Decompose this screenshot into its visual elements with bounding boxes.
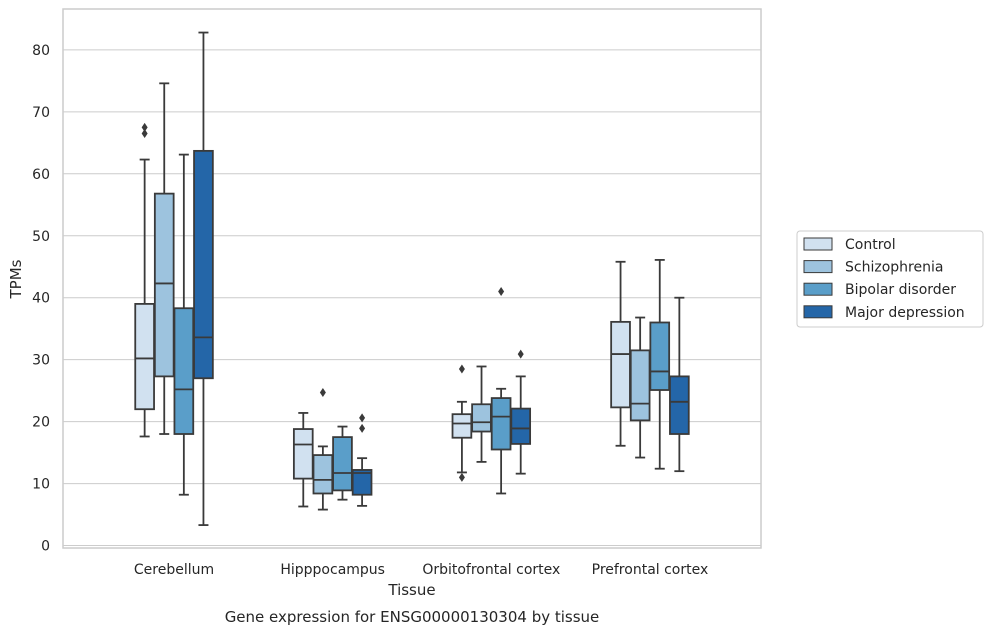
box-iqr	[649, 321, 671, 391]
box	[193, 31, 214, 526]
y-tick-label: 80	[32, 43, 50, 59]
box-iqr	[490, 397, 512, 451]
box-iqr	[173, 307, 195, 435]
box	[649, 259, 671, 470]
y-tick-label: 20	[32, 415, 50, 431]
box-iqr	[153, 192, 175, 378]
outlier-point	[517, 349, 524, 359]
outlier-point	[141, 122, 148, 132]
outlier-point	[498, 287, 505, 297]
chart-caption: Gene expression for ENSG00000130304 by t…	[225, 608, 600, 626]
box-iqr	[629, 349, 651, 422]
legend: Control Schizophrenia Bipolar disorder Majo…	[796, 230, 984, 328]
legend-swatch	[803, 305, 833, 319]
legend-swatch	[803, 282, 833, 296]
legend-label: Major depression	[845, 305, 965, 321]
x-tick-labels: Cerebellum Hipppocampus Orbitofrontal cort…	[134, 562, 708, 578]
x-tick-label: Orbitofrontal cortex	[422, 562, 560, 578]
outlier-point	[458, 364, 465, 374]
boxes	[134, 31, 690, 526]
outlier-point	[359, 423, 366, 433]
legend-label: Control	[845, 237, 896, 253]
outlier-point	[141, 129, 148, 139]
box	[351, 413, 373, 507]
box-iqr	[510, 407, 532, 445]
y-tick-label: 40	[32, 291, 50, 307]
box	[332, 425, 353, 501]
box-iqr	[471, 403, 492, 433]
plot-frame	[62, 8, 762, 549]
outlier-point	[458, 472, 465, 482]
y-tick-label: 30	[32, 353, 50, 369]
box	[153, 82, 175, 435]
y-tick-label: 70	[32, 105, 50, 121]
box-iqr	[669, 375, 690, 435]
legend-swatch	[803, 237, 833, 251]
y-tick-label: 60	[32, 167, 50, 183]
x-tick-label: Prefrontal cortex	[592, 562, 709, 578]
box-iqr	[351, 469, 373, 496]
box	[490, 287, 512, 495]
box-iqr	[610, 320, 631, 409]
box	[312, 387, 334, 511]
x-tick-label: Cerebellum	[134, 562, 214, 578]
box	[471, 365, 492, 463]
box-iqr	[312, 454, 334, 495]
box-iqr	[332, 436, 353, 492]
y-tick-label: 0	[41, 539, 50, 555]
box	[173, 153, 195, 496]
box-iqr	[193, 149, 214, 380]
legend-swatch	[803, 260, 833, 274]
outlier-point	[319, 387, 326, 397]
box-iqr	[292, 428, 314, 480]
box	[629, 316, 651, 459]
x-axis-label: Tissue	[387, 581, 435, 599]
x-tick-label: Hipppocampus	[280, 562, 385, 578]
box	[510, 349, 532, 475]
box-iqr	[134, 303, 155, 411]
legend-label: Bipolar disorder	[845, 282, 956, 298]
y-tick-label: 50	[32, 229, 50, 245]
box	[134, 122, 155, 438]
y-tick-labels: 0 10 20 30 40 50 60 70 80	[32, 43, 50, 555]
y-axis-label: TPMs	[7, 259, 25, 299]
y-tick-label: 10	[32, 477, 50, 493]
outlier-point	[359, 413, 366, 423]
legend-label: Schizophrenia	[845, 260, 943, 276]
box	[669, 296, 690, 473]
legend-frame	[796, 230, 984, 328]
box	[292, 412, 314, 508]
box-iqr	[451, 413, 473, 439]
